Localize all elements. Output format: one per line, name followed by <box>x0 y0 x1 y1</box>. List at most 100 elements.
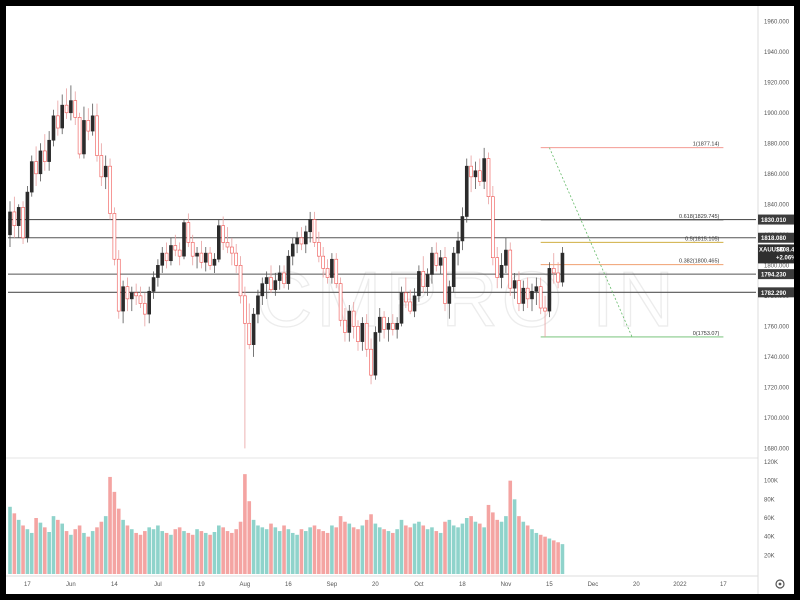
candlestick-chart[interactable]: CMPRO IN 1(1877.14) 0.618(1829.745) 0.5(18… <box>6 6 794 594</box>
candle[interactable] <box>260 277 265 305</box>
candle[interactable] <box>99 143 104 186</box>
volume-bar[interactable] <box>43 527 47 574</box>
candle[interactable] <box>238 256 243 304</box>
candle[interactable] <box>299 227 304 251</box>
volume-bar[interactable] <box>456 527 460 574</box>
volume-bar[interactable] <box>125 525 130 574</box>
volume-bar[interactable] <box>247 501 252 574</box>
volume-bars[interactable] <box>8 474 565 574</box>
volume-bar[interactable] <box>334 527 339 574</box>
volume-bar[interactable] <box>256 525 260 574</box>
volume-bar[interactable] <box>547 538 552 574</box>
candle[interactable] <box>330 253 334 284</box>
candle[interactable] <box>247 303 252 350</box>
candle[interactable] <box>182 219 186 260</box>
candle[interactable] <box>321 247 326 278</box>
volume-bar[interactable] <box>482 527 486 574</box>
volume-bar[interactable] <box>160 531 165 574</box>
volume-bar[interactable] <box>186 532 191 574</box>
volume-bar[interactable] <box>369 514 373 574</box>
volume-bar[interactable] <box>486 504 491 574</box>
fib-trend-line[interactable] <box>549 147 633 338</box>
volume-bar[interactable] <box>499 521 504 574</box>
candle[interactable] <box>195 247 199 269</box>
candle[interactable] <box>212 253 217 273</box>
volume-bar[interactable] <box>64 531 69 574</box>
volume-bar[interactable] <box>212 532 217 574</box>
candle[interactable] <box>543 295 547 338</box>
candle[interactable] <box>434 242 439 272</box>
volume-bar[interactable] <box>399 519 404 574</box>
candle[interactable] <box>456 231 460 266</box>
volume-bar[interactable] <box>177 527 182 574</box>
candle[interactable] <box>290 237 295 266</box>
candle[interactable] <box>312 211 317 248</box>
candle[interactable] <box>8 201 12 248</box>
volume-bar[interactable] <box>438 532 443 574</box>
candle[interactable] <box>42 134 47 171</box>
volume-bar[interactable] <box>230 532 234 574</box>
candle[interactable] <box>38 143 43 182</box>
candle[interactable] <box>130 286 134 312</box>
candle[interactable] <box>560 247 565 287</box>
candle[interactable] <box>169 237 173 266</box>
volume-bar[interactable] <box>56 519 60 574</box>
volume-bar[interactable] <box>391 532 395 574</box>
candle[interactable] <box>47 131 51 171</box>
candle[interactable] <box>338 277 343 327</box>
volume-bar[interactable] <box>464 518 469 574</box>
volume-bar[interactable] <box>404 525 408 574</box>
volume-bar[interactable] <box>469 516 473 574</box>
candle[interactable] <box>556 262 560 289</box>
volume-bar[interactable] <box>25 529 30 574</box>
volume-bar[interactable] <box>434 531 439 574</box>
candle[interactable] <box>217 219 221 263</box>
candle[interactable] <box>264 271 269 299</box>
settings-gear-icon[interactable] <box>775 579 785 589</box>
candle[interactable] <box>203 247 208 272</box>
volume-bar[interactable] <box>116 508 121 574</box>
volume-bar[interactable] <box>138 534 143 574</box>
volume-bar[interactable] <box>286 529 291 574</box>
candle[interactable] <box>82 106 86 159</box>
volume-bar[interactable] <box>517 516 521 574</box>
candle[interactable] <box>12 196 17 238</box>
candle[interactable] <box>16 204 21 238</box>
candle[interactable] <box>277 265 282 290</box>
candle[interactable] <box>334 253 339 289</box>
volume-bar[interactable] <box>312 525 317 574</box>
candle[interactable] <box>56 100 60 136</box>
volume-bar[interactable] <box>269 523 273 574</box>
candle[interactable] <box>151 271 156 299</box>
candle[interactable] <box>286 250 291 290</box>
candle[interactable] <box>482 147 486 190</box>
candle[interactable] <box>417 265 421 302</box>
volume-bar[interactable] <box>430 527 434 574</box>
candle[interactable] <box>504 237 508 273</box>
candle[interactable] <box>351 301 356 339</box>
volume-bar[interactable] <box>304 531 308 574</box>
candle[interactable] <box>234 243 238 273</box>
volume-bar[interactable] <box>382 529 386 574</box>
volume-bar[interactable] <box>199 531 204 574</box>
volume-bar[interactable] <box>421 525 426 574</box>
candle[interactable] <box>547 262 552 318</box>
volume-bar[interactable] <box>60 523 64 574</box>
candle[interactable] <box>190 234 195 266</box>
volume-bar[interactable] <box>504 516 508 574</box>
volume-bar[interactable] <box>491 512 495 574</box>
volume-bar[interactable] <box>521 521 526 574</box>
candle[interactable] <box>73 91 78 125</box>
volume-bar[interactable] <box>282 525 286 574</box>
volume-bar[interactable] <box>86 536 91 574</box>
candle[interactable] <box>269 265 273 293</box>
candle[interactable] <box>134 283 138 305</box>
volume-bar[interactable] <box>351 527 356 574</box>
volume-bar[interactable] <box>134 532 138 574</box>
volume-bar[interactable] <box>238 521 243 574</box>
candle[interactable] <box>508 242 513 296</box>
candle[interactable] <box>464 158 469 223</box>
volume-bar[interactable] <box>38 522 43 574</box>
candle[interactable] <box>530 283 534 312</box>
fibonacci-retracement[interactable]: 1(1877.14) 0.618(1829.745) 0.5(1815.105) 0.… <box>540 142 724 338</box>
